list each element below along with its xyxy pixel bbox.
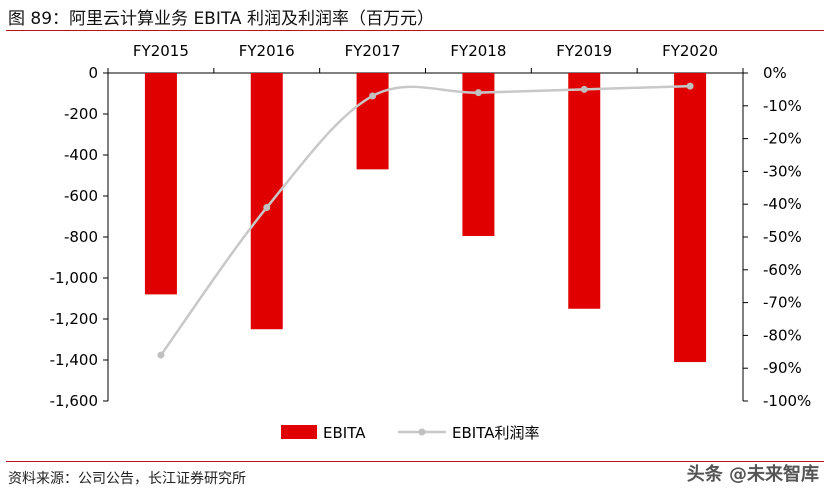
ebita-chart: 0 -200 -400 -600 -800 -1,000 -1,200 -1,400 -1,60… — [50, 42, 812, 442]
left-axis-tick-label: -800 — [64, 228, 98, 246]
title-divider — [6, 30, 824, 31]
ebita-bar — [144, 73, 177, 295]
right-axis-tick-label: -90% — [763, 359, 802, 377]
margin-line — [159, 84, 691, 356]
right-axis-tick-label: -100% — [763, 392, 811, 410]
right-axis-tick-label: -40% — [763, 195, 802, 213]
ebita-bar — [462, 73, 495, 236]
right-axis-tick-label: -80% — [763, 326, 802, 344]
figure-title: 图 89：阿里云计算业务 EBITA 利润及利润率（百万元） — [8, 9, 434, 29]
left-axis-tick-label: -400 — [64, 146, 98, 164]
right-axis-tick-label: -30% — [763, 162, 802, 180]
margin-point — [263, 203, 271, 211]
right-axis-tick-label: -60% — [763, 261, 802, 279]
ebita-bar — [674, 73, 707, 363]
right-axis-tick-label: -70% — [763, 294, 802, 312]
ebita-bar — [356, 73, 389, 170]
source-note: 资料来源：公司公告，长江证券研究所 — [8, 471, 246, 487]
category-label: FY2018 — [450, 42, 506, 60]
margin-point — [369, 92, 377, 100]
watermark: 头条 @未来智库 — [686, 464, 819, 485]
margin-point — [157, 351, 165, 359]
left-axis-tick-label: -1,400 — [50, 351, 98, 369]
right-axis-tick-label: -10% — [763, 97, 802, 115]
left-axis-tick-label: -200 — [64, 105, 98, 123]
left-axis-tick-label: -600 — [64, 187, 98, 205]
legend-swatch-ebita — [281, 425, 317, 439]
legend-label-margin: EBITA利润率 — [452, 424, 539, 442]
source-divider — [6, 461, 824, 462]
ebita-bar — [568, 73, 601, 309]
right-axis-tick-label: -20% — [763, 130, 802, 148]
legend-marker-margin — [418, 428, 426, 436]
left-axis-tick-label: -1,600 — [50, 392, 98, 410]
right-axis-tick-label: 0% — [763, 64, 787, 82]
right-axis-tick-label: -50% — [763, 228, 802, 246]
category-label: FY2020 — [662, 42, 718, 60]
category-label: FY2016 — [239, 42, 295, 60]
category-label: FY2015 — [133, 42, 189, 60]
category-label: FY2017 — [345, 42, 401, 60]
category-label: FY2019 — [556, 42, 612, 60]
left-axis-tick-label: 0 — [88, 64, 98, 82]
margin-point — [474, 89, 482, 97]
left-axis-tick-label: -1,200 — [50, 310, 98, 328]
margin-point — [686, 82, 694, 90]
ebita-bar — [250, 73, 283, 330]
left-axis-tick-label: -1,000 — [50, 269, 98, 287]
legend-label-ebita: EBITA — [323, 424, 366, 442]
margin-point — [580, 85, 588, 93]
